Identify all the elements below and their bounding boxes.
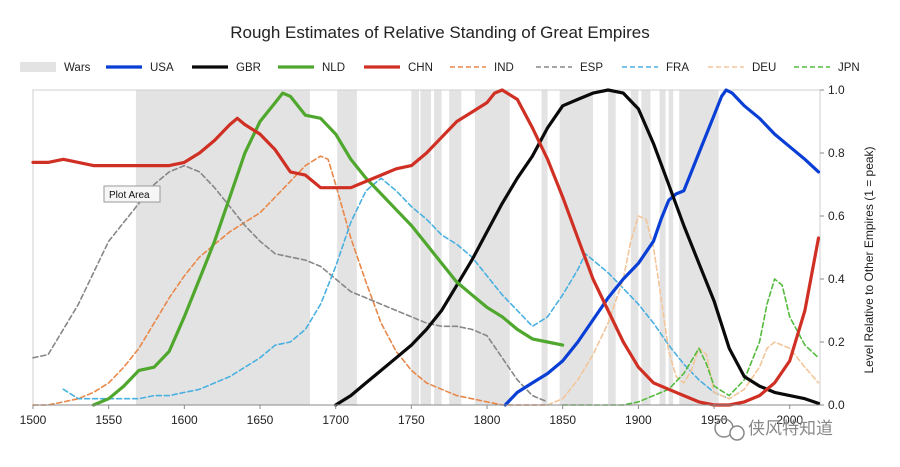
legend-label-jpn: JPN — [838, 62, 860, 74]
y-tick-label: 1.0 — [828, 83, 845, 97]
legend-swatch-wars — [20, 62, 56, 72]
y-axis: 0.0 0.2 0.4 0.6 0.8 1.0 — [820, 83, 845, 412]
war-band — [434, 90, 442, 405]
chart-title: Rough Estimates of Relative Standing of … — [230, 23, 650, 42]
x-tick-label: 1700 — [322, 413, 349, 427]
y-tick-label: 0.0 — [828, 398, 845, 412]
x-tick-label: 2000 — [776, 413, 803, 427]
x-axis: 1500 1550 1600 1650 1700 1750 1800 1850 1900 1950… — [20, 404, 820, 427]
tooltip-label: Plot Area — [109, 190, 150, 201]
war-band — [411, 90, 419, 405]
legend-label-gbr: GBR — [236, 62, 261, 74]
y-tick-label: 0.8 — [828, 146, 845, 160]
wechat-icon — [714, 418, 745, 441]
series-line-esp — [32, 164, 549, 403]
war-band — [474, 90, 510, 405]
war-band — [337, 90, 357, 405]
y-tick-label: 0.4 — [828, 272, 845, 286]
legend-label-ind: IND — [494, 62, 514, 74]
war-band — [659, 90, 666, 405]
legend: Wars USA GBR NLD CHN IND ESP FRA DEU JPN — [20, 62, 860, 74]
x-tick-label: 1800 — [474, 413, 501, 427]
x-tick-label: 1600 — [171, 413, 198, 427]
war-band — [559, 90, 593, 405]
war-band — [679, 90, 719, 405]
plot-area-tooltip: Plot Area — [103, 185, 161, 203]
legend-label-chn: CHN — [408, 62, 433, 74]
series-line-gbr — [334, 88, 821, 407]
war-band — [668, 90, 674, 405]
watermark-text: 侠风特知道 — [748, 419, 833, 438]
legend-label-deu: DEU — [752, 62, 776, 74]
war-band — [541, 90, 548, 405]
x-tick-label: 1650 — [247, 413, 274, 427]
war-band — [641, 90, 651, 405]
legend-label-esp: ESP — [580, 62, 603, 74]
series-line-usa — [503, 88, 821, 407]
war-band — [135, 90, 310, 405]
legend-label-nld: NLD — [322, 62, 345, 74]
x-tick-label: 1550 — [95, 413, 122, 427]
legend-label-usa: USA — [150, 62, 174, 74]
series-line-fra — [62, 177, 730, 400]
series-line-chn — [31, 88, 821, 407]
y-tick-label: 0.6 — [828, 209, 845, 223]
tooltip-box — [103, 185, 161, 203]
watermark: 侠风特知道 — [714, 418, 833, 441]
legend-label-fra: FRA — [666, 62, 689, 74]
x-tick-label: 1500 — [20, 413, 47, 427]
y-tick-label: 0.2 — [828, 335, 845, 349]
legend-label-wars: Wars — [64, 62, 91, 74]
series-line-nld — [91, 91, 565, 407]
x-tick-label: 1950 — [701, 413, 728, 427]
x-tick-label: 1900 — [625, 413, 652, 427]
war-band — [630, 90, 639, 405]
x-tick-label: 1850 — [549, 413, 576, 427]
war-band — [420, 90, 432, 405]
x-tick-label: 1750 — [398, 413, 425, 427]
y-axis-label: Level Relative to Other Empires (1 = pea… — [862, 146, 876, 373]
war-band — [608, 90, 616, 405]
plot-area — [31, 88, 821, 407]
